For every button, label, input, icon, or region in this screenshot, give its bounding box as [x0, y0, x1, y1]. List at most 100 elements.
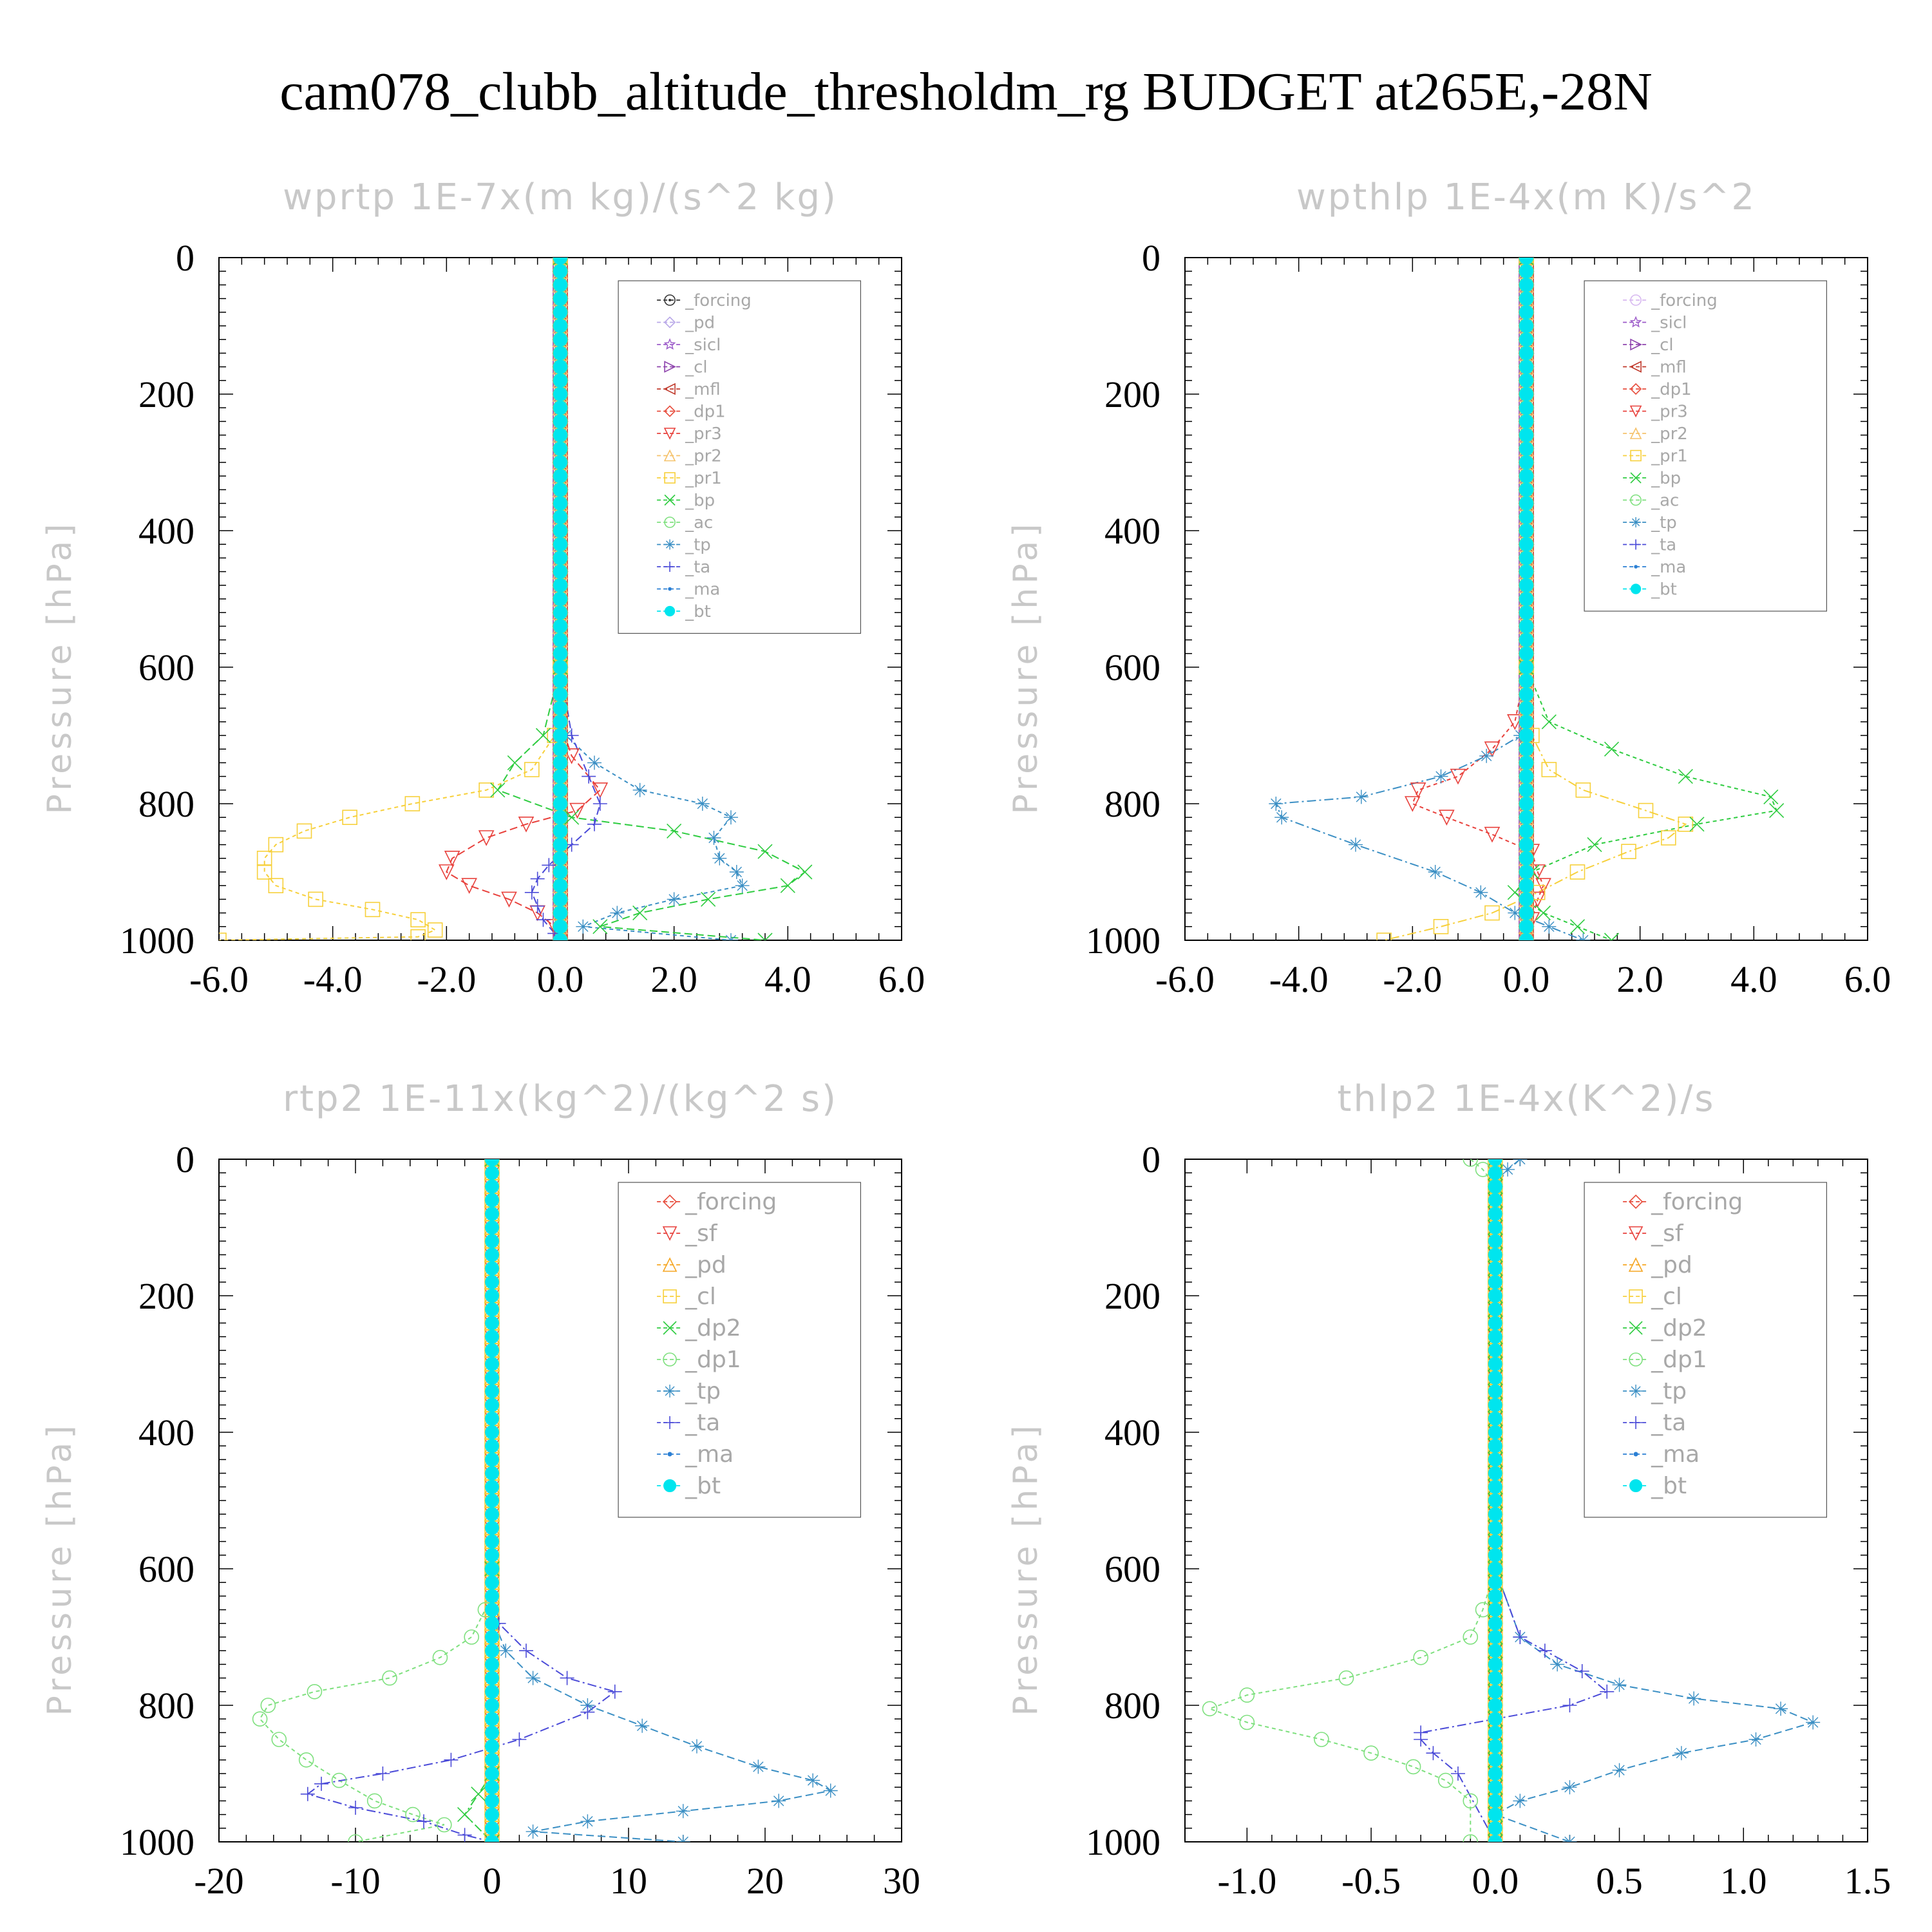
legend-entry-mfl: _mfl [1623, 358, 1687, 377]
data-point [1488, 1343, 1502, 1358]
data-point [485, 1452, 499, 1467]
data-point [485, 1411, 499, 1426]
data-point [1569, 864, 1586, 880]
data-point [553, 782, 567, 797]
series-line-tp [491, 1159, 833, 1842]
data-point [1519, 933, 1533, 940]
legend-label: _mfl [1651, 358, 1687, 377]
legend-entry-sf: _sf [1623, 1220, 1684, 1247]
data-point [485, 1220, 499, 1235]
legend-entry-bt: _bt [657, 602, 711, 621]
data-point [592, 919, 608, 934]
data-point [1604, 741, 1620, 757]
data-point [1530, 864, 1546, 880]
legend-swatch-marker [663, 405, 676, 417]
data-point [485, 1357, 499, 1371]
y-tick-label: 400 [138, 510, 194, 552]
legend-label: _cl [685, 358, 708, 377]
data-point [348, 1801, 363, 1815]
data-point [348, 1834, 363, 1842]
data-point [553, 592, 567, 606]
data-point [580, 1705, 595, 1719]
x-tick-label: 4.0 [764, 958, 811, 1000]
legend-swatch-marker [663, 1352, 677, 1367]
data-point [1433, 919, 1449, 934]
legend-label: _sicl [1651, 314, 1687, 333]
data-point [1488, 1712, 1502, 1727]
y-tick-label: 200 [1104, 1275, 1160, 1317]
data-point [485, 1439, 499, 1454]
legend-entry-forcing: _forcing [657, 1189, 777, 1215]
data-point [667, 892, 681, 907]
legend-label: _dp1 [1651, 1347, 1707, 1373]
data-point [485, 1712, 499, 1727]
legend-swatch-marker [665, 539, 676, 550]
legend-swatch-marker [667, 1452, 672, 1457]
data-point [1519, 605, 1533, 620]
legend-label: _ta [685, 558, 710, 577]
legend-label: _pr1 [685, 469, 722, 488]
data-point [1519, 278, 1533, 292]
legend: _forcing _pd _sicl _cl _mfl _dp1_pr3 _pr2 _pr1 _… [618, 280, 861, 634]
data-point [1519, 701, 1533, 715]
legend-entry-ma: _ma [1623, 1441, 1700, 1468]
data-point [1405, 796, 1421, 812]
legend-entry-ma: _ma [657, 1441, 734, 1468]
data-point [1488, 1452, 1502, 1467]
legend-entry-dp2: _dp2 [1623, 1315, 1707, 1341]
data-point [485, 1193, 499, 1208]
data-point [485, 1562, 499, 1576]
x-tick-label: -20 [194, 1860, 243, 1902]
data-point [1519, 865, 1533, 879]
data-point [501, 891, 517, 908]
data-point [1354, 790, 1368, 804]
data-point [1488, 1794, 1502, 1808]
x-tick-label: 2.0 [1616, 958, 1663, 1000]
data-point [1414, 1732, 1428, 1747]
data-point [485, 1643, 499, 1658]
chart-panel-1: wprtp 1E-7x(m kg)/(s^2 kg) Pressure [hPa]… [41, 176, 925, 1000]
legend-swatch-marker [1631, 517, 1642, 527]
data-point [526, 1671, 540, 1685]
data-point [1519, 537, 1533, 552]
legend-box [618, 280, 861, 634]
y-tick-label: 1000 [1086, 920, 1160, 961]
legend-label: _cl [1651, 1283, 1682, 1310]
data-point [1519, 509, 1533, 524]
x-tick-label: -6.0 [1155, 958, 1215, 1000]
data-point [553, 933, 567, 940]
series-markers-bt [1488, 1159, 1502, 1842]
data-point [1488, 1370, 1502, 1385]
data-point [1338, 1670, 1354, 1686]
legend-label: _pr1 [1651, 447, 1688, 466]
data-point [1748, 1732, 1763, 1747]
legend-entry-bp: _bp [1623, 469, 1681, 488]
legend-label: _ta [685, 1410, 720, 1436]
data-point [576, 919, 591, 934]
data-point [1488, 1193, 1502, 1208]
legend-box [1584, 1182, 1828, 1518]
data-point [1488, 1616, 1502, 1631]
data-point [553, 537, 567, 552]
legend-entry-pr3: _pr3 [1623, 402, 1688, 422]
y-axis-label: Pressure [hPa] [1007, 1422, 1045, 1716]
data-point [436, 1817, 452, 1833]
data-point [1488, 1493, 1502, 1508]
data-point [553, 646, 567, 661]
legend-entry-ta: _ta [657, 558, 710, 577]
data-point [490, 782, 506, 798]
legend-label: _ac [1651, 491, 1679, 511]
data-point [1488, 1274, 1502, 1289]
data-point [1519, 564, 1533, 579]
data-point [1519, 905, 1533, 920]
data-point [1488, 1575, 1502, 1590]
data-point [1239, 1687, 1255, 1703]
legend: _forcing _sf _pd _cl _dp2 _dp1 _tp _ta _ma _bt [618, 1182, 861, 1518]
x-tick-label: 6.0 [1844, 958, 1891, 1000]
data-point [485, 1684, 499, 1699]
data-point [1488, 1725, 1502, 1740]
legend-label: _dp2 [1651, 1315, 1707, 1341]
data-point [553, 441, 567, 456]
data-point [553, 455, 567, 469]
data-point [485, 1425, 499, 1439]
